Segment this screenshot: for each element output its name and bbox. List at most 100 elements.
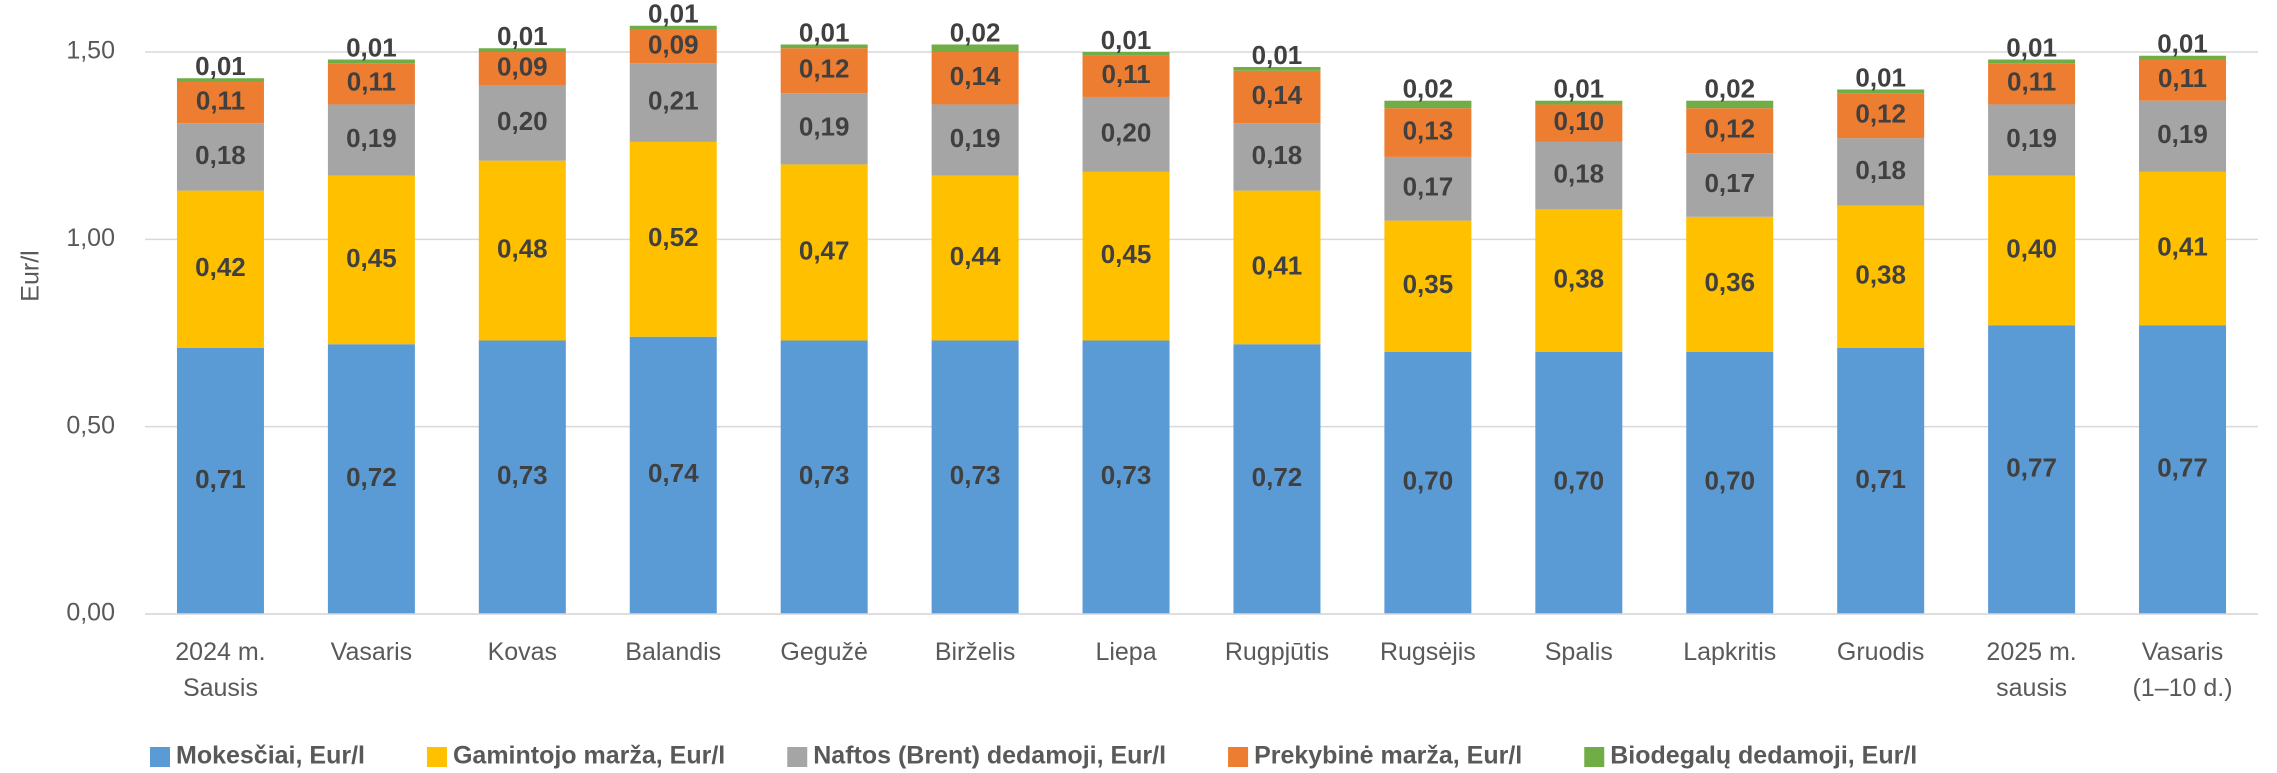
data-label: 0,18 bbox=[1855, 155, 1906, 185]
data-label: 0,70 bbox=[1704, 466, 1755, 496]
data-label: 0,41 bbox=[2157, 232, 2208, 262]
bar-segment bbox=[1233, 70, 1321, 124]
bar-segment bbox=[1535, 209, 1623, 352]
data-label: 0,01 bbox=[1252, 40, 1303, 70]
bar-segment bbox=[1837, 138, 1925, 206]
x-tick-label: Vasaris (1–10 d.) bbox=[2132, 638, 2233, 702]
x-tick-label: 2025 m. sausis bbox=[1986, 638, 2077, 702]
data-label: 0,09 bbox=[497, 52, 548, 82]
data-label: 0,13 bbox=[1403, 115, 1454, 145]
x-tick-label: Vasaris bbox=[330, 638, 413, 666]
bar-segment bbox=[1988, 175, 2076, 326]
bar-segment bbox=[1988, 104, 2076, 176]
bar-segment bbox=[1988, 63, 2076, 105]
data-label: 0,48 bbox=[497, 233, 548, 263]
bar-segment bbox=[780, 44, 868, 49]
bar-segment bbox=[478, 160, 566, 341]
bar-segment bbox=[2139, 59, 2227, 101]
data-label: 0,35 bbox=[1403, 269, 1454, 299]
bar-segment bbox=[931, 44, 1019, 52]
bar-segment bbox=[1988, 59, 2076, 64]
legend-label: Mokesčiai, Eur/l bbox=[176, 742, 365, 770]
data-label: 0,73 bbox=[497, 460, 548, 490]
data-label: 0,77 bbox=[2006, 453, 2057, 483]
x-tick-wrap: Gegužė bbox=[780, 638, 868, 666]
y-tick-label: 1,50 bbox=[66, 37, 115, 65]
bar-segment bbox=[1233, 190, 1321, 345]
data-label: 0,01 bbox=[1855, 62, 1906, 92]
bar-segment bbox=[1686, 153, 1774, 217]
data-label: 0,52 bbox=[648, 222, 699, 252]
bar-segment bbox=[176, 78, 264, 82]
data-label: 0,12 bbox=[1855, 99, 1906, 129]
bar-segment bbox=[1233, 66, 1321, 71]
bar-segment bbox=[1686, 108, 1774, 154]
legend-swatch bbox=[426, 747, 447, 767]
data-label: 0,18 bbox=[1252, 140, 1303, 170]
data-label: 0,02 bbox=[1403, 74, 1454, 104]
data-label: 0,21 bbox=[648, 85, 699, 115]
data-label: 0,01 bbox=[195, 51, 246, 81]
data-label: 0,11 bbox=[1101, 59, 1150, 89]
data-label: 0,72 bbox=[1252, 462, 1303, 492]
data-label: 0,01 bbox=[497, 21, 548, 51]
data-label: 0,36 bbox=[1704, 267, 1755, 297]
x-tick-label: Rugsėjis bbox=[1379, 638, 1476, 666]
bar-segment bbox=[931, 104, 1019, 176]
x-tick-label: Balandis bbox=[625, 638, 722, 666]
bar-segment bbox=[1082, 340, 1170, 614]
x-tick-label: Gruodis bbox=[1836, 638, 1925, 666]
x-tick-wrap: 2024 m. Sausis bbox=[175, 638, 265, 702]
data-label: 0,12 bbox=[1704, 114, 1755, 144]
bar-segment bbox=[1082, 171, 1170, 341]
data-label: 0,01 bbox=[1101, 25, 1152, 55]
bar-segment bbox=[780, 48, 868, 94]
data-label: 0,01 bbox=[1554, 74, 1605, 104]
bar-segment bbox=[931, 52, 1019, 105]
data-label: 0,20 bbox=[1101, 117, 1152, 147]
x-tick-label: Kovas bbox=[487, 638, 558, 666]
bar-segment bbox=[2139, 100, 2227, 172]
data-label: 0,44 bbox=[950, 241, 1001, 271]
data-label: 0,18 bbox=[1554, 159, 1605, 189]
data-label: 0,71 bbox=[1855, 464, 1906, 494]
y-tick-label: 1,00 bbox=[66, 224, 115, 252]
data-label: 0,42 bbox=[195, 252, 246, 282]
data-label: 0,73 bbox=[950, 460, 1001, 490]
bar-segment bbox=[629, 25, 717, 30]
x-tick-label: Liepa bbox=[1095, 638, 1157, 666]
data-label: 0,38 bbox=[1554, 263, 1605, 293]
bar-segment bbox=[1384, 108, 1472, 157]
x-tick-wrap: Rugpjūtis bbox=[1225, 638, 1329, 666]
bar-segment bbox=[1837, 89, 1925, 94]
x-tick-label: Birželis bbox=[934, 638, 1016, 666]
bar-segment bbox=[1535, 104, 1623, 142]
data-label: 0,02 bbox=[1704, 74, 1755, 104]
bar-segment bbox=[931, 175, 1019, 341]
x-tick-wrap: Spalis bbox=[1545, 638, 1613, 666]
bar-segment bbox=[1837, 205, 1925, 348]
bar-segment bbox=[478, 340, 566, 614]
legend-label: Naftos (Brent) dedamoji, Eur/l bbox=[813, 742, 1166, 770]
bar-segment bbox=[2139, 171, 2227, 326]
bar-segment bbox=[1686, 351, 1774, 614]
data-label: 0,47 bbox=[799, 235, 850, 265]
bar-segment bbox=[780, 164, 868, 341]
data-label: 0,20 bbox=[497, 106, 548, 136]
x-tick-wrap: Lapkritis bbox=[1683, 638, 1776, 666]
data-label: 0,01 bbox=[346, 32, 397, 62]
data-label: 0,40 bbox=[2006, 233, 2057, 263]
x-tick-wrap: Rugsėjis bbox=[1379, 638, 1476, 666]
bar-segment bbox=[1082, 52, 1170, 56]
data-label: 0,19 bbox=[346, 123, 397, 153]
bar-segment bbox=[931, 340, 1019, 614]
bar-segment bbox=[327, 59, 415, 64]
data-label: 0,41 bbox=[1252, 250, 1303, 280]
bar-segment bbox=[629, 29, 717, 64]
bar-segment bbox=[176, 123, 264, 191]
bar-segment bbox=[1535, 141, 1623, 210]
bar-segment bbox=[176, 190, 264, 348]
bar-segment bbox=[1535, 351, 1623, 614]
bar-segment bbox=[1233, 123, 1321, 191]
